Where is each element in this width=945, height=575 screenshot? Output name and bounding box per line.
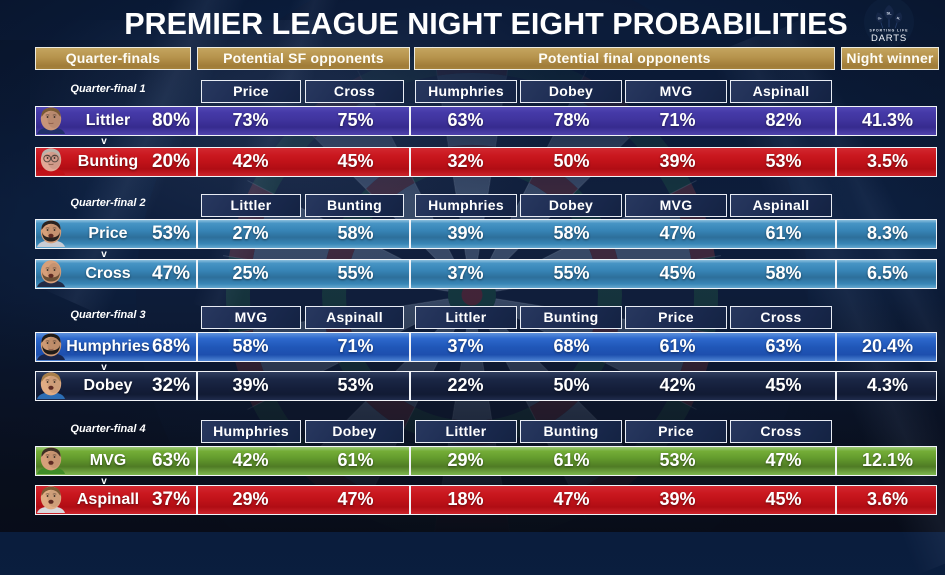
svg-text:SL: SL: [896, 16, 901, 21]
svg-text:DARTS: DARTS: [871, 33, 907, 44]
svg-text:SPORTING LIFE: SPORTING LIFE: [870, 29, 909, 33]
svg-text:SL: SL: [887, 11, 893, 16]
svg-text:SL: SL: [877, 16, 882, 21]
